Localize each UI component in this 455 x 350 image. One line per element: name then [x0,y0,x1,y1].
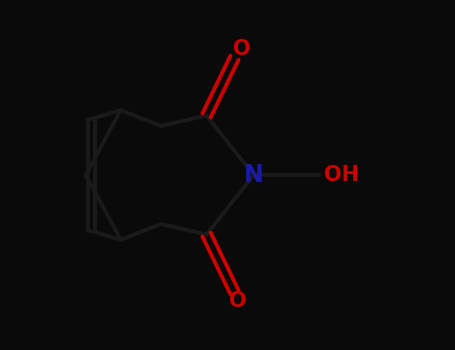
Text: OH: OH [324,165,359,185]
Text: O: O [229,291,247,311]
Text: O: O [233,39,251,59]
Text: N: N [244,163,263,187]
